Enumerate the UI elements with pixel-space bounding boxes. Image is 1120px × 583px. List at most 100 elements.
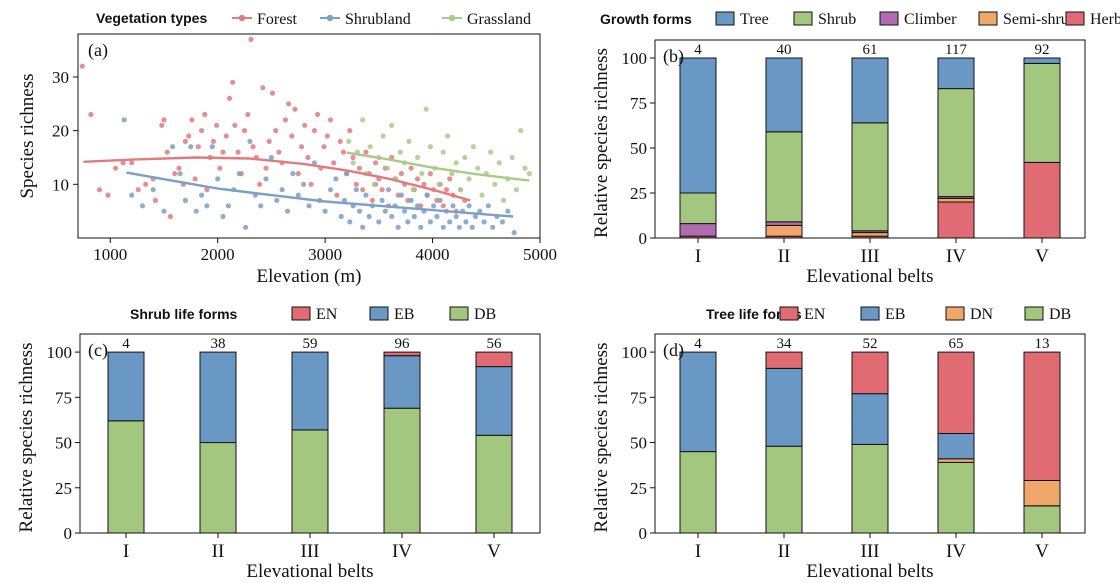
legend-label: Grassland <box>467 11 531 28</box>
scatter-point <box>385 187 392 193</box>
y-tick-label: 25 <box>630 184 647 203</box>
scatter-point <box>290 171 296 177</box>
bar-segment <box>383 355 421 409</box>
y-tick-label: 75 <box>630 388 647 407</box>
scatter-point <box>376 219 382 225</box>
plot-frame <box>654 333 1086 534</box>
y-tick-label: 0 <box>639 229 648 248</box>
y-tick-label: 30 <box>52 68 69 87</box>
scatter-point <box>509 154 515 161</box>
scatter-point <box>443 187 450 193</box>
y-tick-label: 100 <box>622 343 648 362</box>
x-tick-label: 1000 <box>93 245 127 264</box>
scatter-point <box>260 85 266 91</box>
scatter-point <box>526 171 532 177</box>
y-axis-label: Relative species richness <box>591 343 612 533</box>
scatter-point <box>346 138 352 144</box>
plot-frame <box>654 39 1086 239</box>
bar-segment <box>1023 57 1061 64</box>
scatter-point <box>88 111 94 118</box>
trend-line <box>346 151 530 182</box>
legend-label: Forest <box>257 11 298 28</box>
bar-segment <box>679 451 717 534</box>
bar-count-label: 4 <box>122 336 130 352</box>
scatter-point <box>182 197 188 203</box>
scatter-point <box>492 181 498 187</box>
x-axis-label: Elevational belts <box>246 561 373 582</box>
x-tick-label: 5000 <box>523 245 557 264</box>
scatter-point <box>311 160 317 166</box>
legend-title: Tree life forms <box>706 306 802 322</box>
scatter-point <box>369 197 375 203</box>
scatter-point <box>457 187 464 193</box>
scatter-point <box>169 144 176 150</box>
legend-swatch <box>945 306 965 321</box>
bar-segment <box>851 57 889 124</box>
panel-b: 4 I 40 II 61 III 117 IV 92 V 0 25 50 75 100 (b) Elevatio… <box>591 11 1120 287</box>
x-tick-label: I <box>123 541 129 562</box>
scatter-point <box>499 219 505 225</box>
legend-swatch <box>291 306 311 321</box>
y-axis-label: Relative species richness <box>16 343 37 533</box>
scatter-point <box>398 192 404 198</box>
scatter-point <box>199 192 205 198</box>
bar-count-label: 117 <box>945 42 967 58</box>
scatter-point <box>105 192 111 198</box>
bar-segment <box>937 433 975 460</box>
legend: Growth forms Tree Shrub Climber Semi-shrub He… <box>600 11 1120 28</box>
x-tick-label: III <box>301 541 320 562</box>
scatter-point <box>258 203 264 209</box>
scatter-point <box>161 208 167 214</box>
scatter-point <box>395 224 401 230</box>
legend-label: DB <box>1049 306 1071 323</box>
scatter-point <box>113 165 119 171</box>
scatter-point <box>204 203 210 209</box>
scatter-point <box>505 208 511 214</box>
x-tick-label: V <box>487 541 501 562</box>
legend-marker <box>238 14 246 22</box>
scatter-point <box>488 149 494 155</box>
legend-swatch <box>449 306 469 321</box>
bar-count-label: 4 <box>694 336 702 352</box>
bar-segment <box>383 407 421 534</box>
scatter-point <box>356 165 363 171</box>
scatter-point <box>226 95 233 101</box>
scatter-point <box>402 208 408 214</box>
y-tick-label: 100 <box>622 49 648 68</box>
scatter-point <box>295 171 301 177</box>
scatter-point <box>195 144 201 150</box>
legend-label: EN <box>804 306 826 323</box>
scatter-point <box>450 203 456 209</box>
legend-label: EB <box>394 306 414 323</box>
panel-label: (d) <box>663 340 684 361</box>
x-tick-label: 4000 <box>416 245 450 264</box>
trend-line <box>83 156 471 202</box>
scatter-point <box>477 208 483 214</box>
legend-swatch <box>1024 306 1044 321</box>
scatter-point <box>447 219 453 225</box>
y-tick-label: 50 <box>630 139 647 158</box>
scatter-point <box>431 203 437 209</box>
scatter-point <box>427 144 433 150</box>
plot-frame <box>77 33 541 239</box>
bar-segment <box>199 351 237 444</box>
scatter-point <box>159 122 165 128</box>
scatter-point <box>462 154 468 161</box>
scatter-point <box>96 187 103 193</box>
bar-segment <box>107 351 145 422</box>
bar-count-label: 96 <box>395 336 411 352</box>
scatter-point <box>210 138 216 144</box>
x-axis-label: Elevational belts <box>806 561 933 582</box>
legend: Shrub life forms EN EB DB <box>130 306 496 323</box>
x-tick-label: V <box>1035 246 1049 267</box>
scatter-point <box>286 101 292 107</box>
y-tick-label: 10 <box>52 175 69 194</box>
scatter-point <box>177 171 183 177</box>
bar-segment <box>1023 480 1061 507</box>
x-tick-label: I <box>695 541 701 562</box>
bar-segment <box>851 122 889 232</box>
panel-d: 4 I 34 II 52 III 65 IV 13 V 0 25 50 75 100 (d) Elevation… <box>591 306 1086 582</box>
scatter-point <box>456 224 462 230</box>
scatter-point <box>327 117 334 123</box>
scatter-point <box>500 197 507 203</box>
